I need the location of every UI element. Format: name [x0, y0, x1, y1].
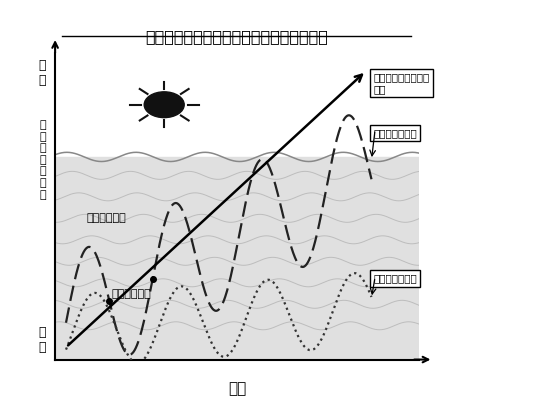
Text: 一時的な不幸: 一時的な不幸 [111, 288, 151, 299]
Text: ウェルスクなし: ウェルスクなし [374, 274, 417, 284]
Text: 人生: 人生 [228, 381, 246, 396]
Title: 持続的な幸福度を高める方法がウェルスク: 持続的な幸福度を高める方法がウェルスク [145, 29, 328, 44]
Bar [55, 157, 419, 360]
Text: 一時的な幸福: 一時的な幸福 [86, 213, 126, 223]
Text: ウェルビーイングの
持続: ウェルビーイングの 持続 [374, 72, 430, 94]
Ellipse shape [144, 92, 184, 118]
Text: 持
続
的
な
幸
福
度: 持 続 的 な 幸 福 度 [39, 120, 46, 200]
Text: 高
い: 高 い [39, 59, 46, 87]
Text: ウェルスクあり: ウェルスクあり [374, 128, 417, 138]
Text: 低
い: 低 い [39, 326, 46, 354]
